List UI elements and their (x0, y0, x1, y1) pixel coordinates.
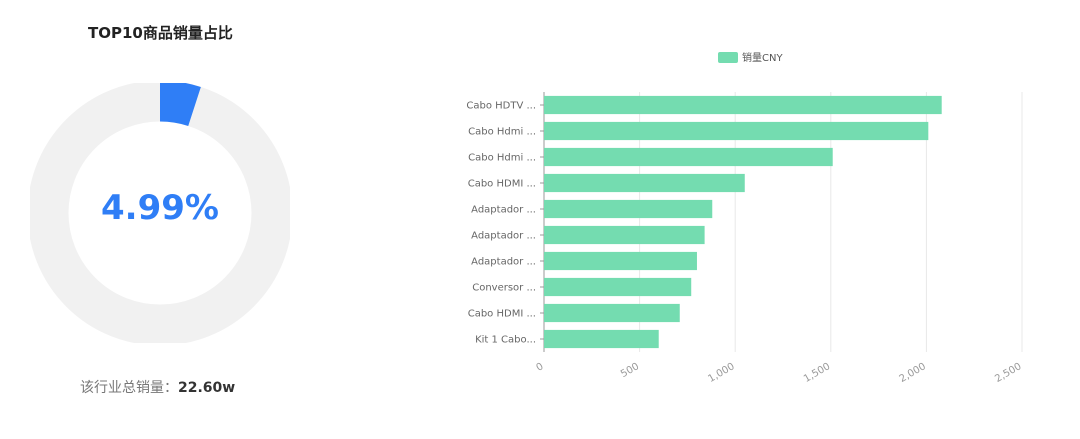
legend-label: 销量CNY (742, 51, 783, 64)
y-tick-label: Conversor ... (472, 283, 536, 294)
share-donut-chart (30, 83, 290, 343)
y-tick-label: Cabo HDMI ... (468, 309, 536, 320)
bar (544, 329, 659, 349)
y-tick-label: Kit 1 Cabo... (475, 335, 536, 346)
bar (544, 303, 680, 323)
y-tick-label: Cabo HDMI ... (468, 179, 536, 190)
y-tick-label: Cabo Hdmi ... (468, 153, 536, 164)
bar (544, 277, 692, 297)
bar (544, 95, 942, 115)
x-tick-label: 2,500 (993, 361, 1023, 385)
legend-swatch (718, 52, 738, 63)
bar (544, 147, 833, 167)
y-tick-label: Cabo HDTV ... (466, 101, 536, 112)
donut-share-arc (159, 83, 201, 127)
sales-bar-chart: 销量CNY 0 500 1,000 1,500 2,000 2,500 Cabo HDTV .… (466, 51, 1023, 385)
y-tick-label: Adaptador ... (471, 257, 536, 268)
y-tick-label: Cabo Hdmi ... (468, 127, 536, 138)
bar (544, 199, 713, 219)
x-tick-label: 1,500 (802, 361, 832, 385)
bar (544, 121, 929, 141)
x-tick-label: 500 (619, 361, 641, 380)
share-title: TOP10商品销量占比 (88, 24, 233, 42)
x-tick-label: 2,000 (898, 361, 928, 385)
y-tick-label: Adaptador ... (471, 231, 536, 242)
total-value: 22.60w (178, 380, 236, 396)
total-label: 该行业总销量： (80, 380, 178, 396)
industry-total: 该行业总销量：22.60w (80, 377, 235, 397)
bar (544, 173, 745, 193)
x-tick-label: 1,000 (706, 361, 736, 385)
bar (544, 251, 697, 271)
y-tick-label: Adaptador ... (471, 205, 536, 216)
bar (544, 225, 705, 245)
share-percent: 4.99% (101, 188, 219, 228)
x-tick-label: 0 (534, 361, 545, 374)
